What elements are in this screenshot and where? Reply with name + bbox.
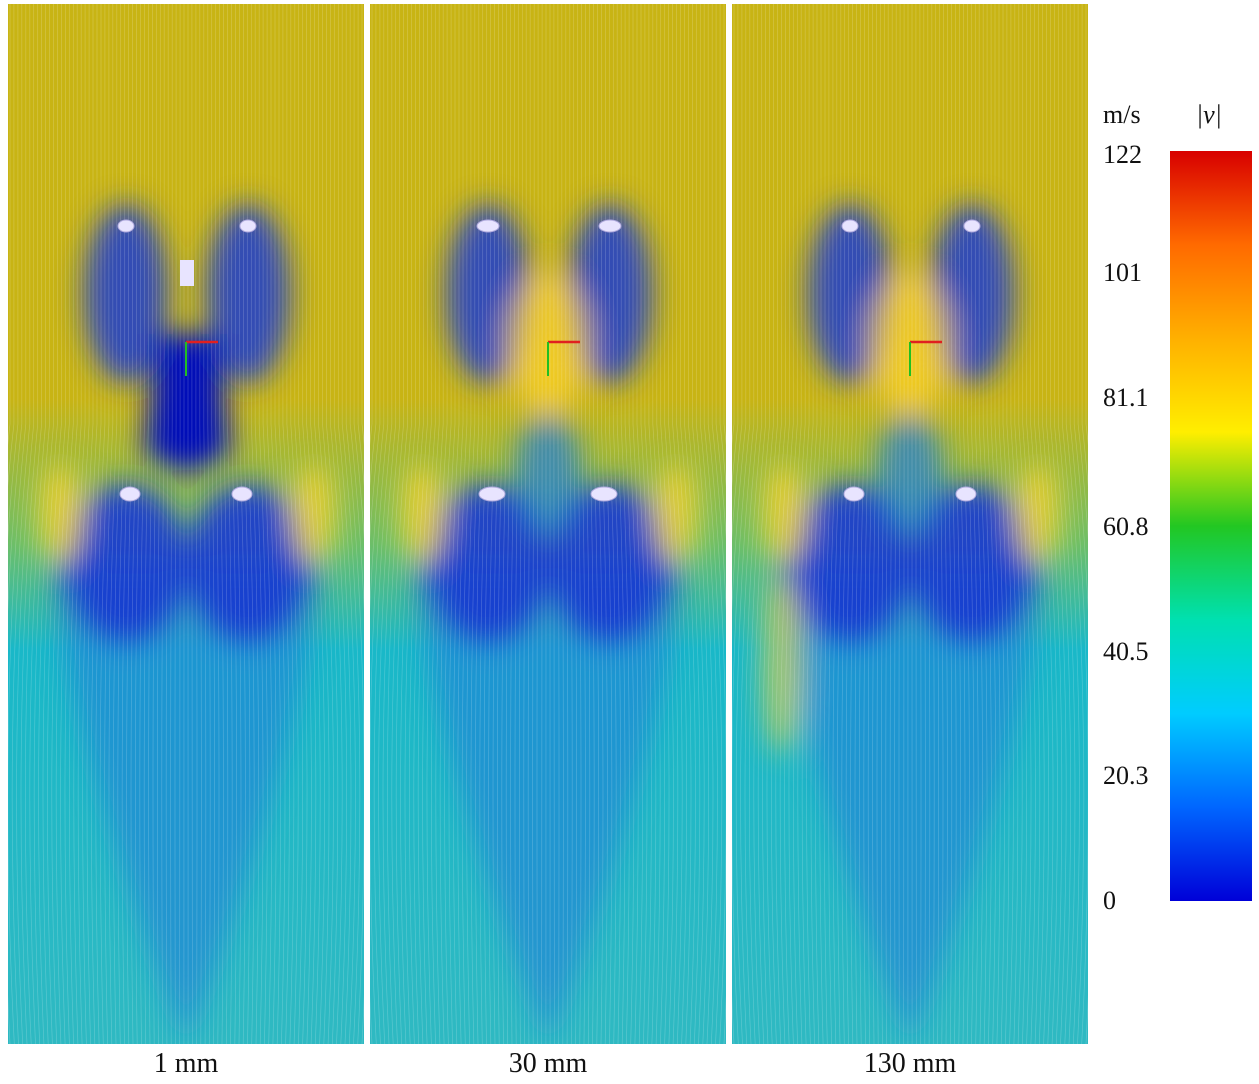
colorbar-tick-label: 81.1 <box>1103 383 1149 412</box>
panel-caption-130mm: 130 mm <box>863 1048 957 1079</box>
panel-caption-1mm: 1 mm <box>153 1048 219 1079</box>
colorbar-unit: m/s <box>1103 100 1141 129</box>
flow-panel-130mm <box>732 4 1088 1044</box>
colorbar-tick-label: 101 <box>1103 258 1142 287</box>
colorbar-tick-label: 122 <box>1103 140 1142 169</box>
colorbar-quantity-symbol: |v| <box>1196 100 1222 129</box>
colorbar-tick-label: 60.8 <box>1103 512 1149 541</box>
colorbar-tick-label: 0 <box>1103 886 1116 915</box>
colorbar-tick-label: 20.3 <box>1103 761 1149 790</box>
flow-panel-1mm <box>8 4 364 1044</box>
colorbar-tick-label: 40.5 <box>1103 637 1149 666</box>
colorbar <box>1170 151 1252 901</box>
panel-caption-30mm: 30 mm <box>508 1048 588 1079</box>
flow-panel-30mm <box>370 4 726 1044</box>
